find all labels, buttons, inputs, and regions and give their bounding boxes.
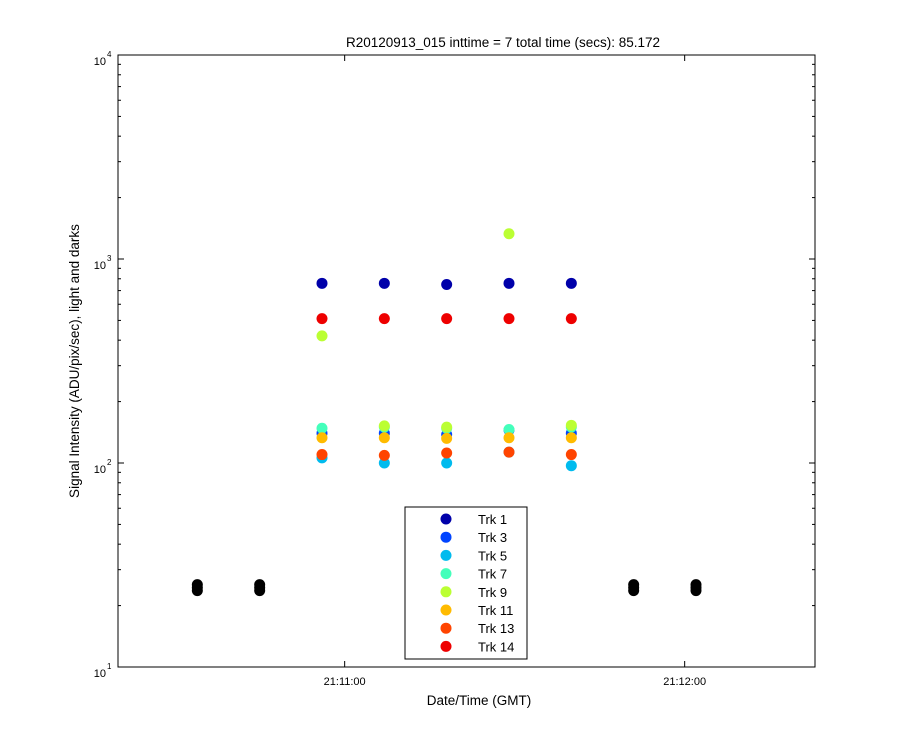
x-tick-label: 21:12:00	[663, 676, 706, 688]
legend-label: Trk 9	[478, 585, 507, 600]
legend-label: Trk 5	[478, 548, 507, 563]
legend-label: Trk 11	[478, 603, 513, 618]
y-tick-exponent: 1	[107, 662, 112, 671]
track-point	[316, 449, 328, 461]
track-point	[441, 432, 453, 444]
track-point	[378, 277, 390, 289]
track-point	[565, 277, 577, 289]
y-tick-exponent: 3	[107, 254, 112, 263]
track-point	[378, 449, 390, 461]
chart-title: R20120913_015 inttime = 7 total time (se…	[346, 35, 660, 50]
track-point	[441, 457, 453, 469]
legend-label: Trk 14	[478, 639, 514, 654]
track-point	[316, 277, 328, 289]
y-tick-label: 10	[94, 668, 106, 680]
y-axis-label: Signal Intensity (ADU/pix/sec), light an…	[67, 224, 82, 498]
y-tick-exponent: 4	[107, 50, 112, 59]
track-point	[441, 447, 453, 459]
track-point	[378, 313, 390, 325]
y-tick-label: 10	[94, 464, 106, 476]
track-point	[378, 420, 390, 432]
legend-marker	[440, 549, 452, 561]
track-point	[565, 313, 577, 325]
track-point	[565, 432, 577, 444]
x-axis-label: Date/Time (GMT)	[427, 693, 532, 708]
y-tick-label: 10	[94, 260, 106, 272]
track-point	[503, 277, 515, 289]
legend-label: Trk 3	[478, 530, 507, 545]
track-point	[441, 421, 453, 433]
legend-marker	[440, 604, 452, 616]
track-point	[503, 313, 515, 325]
y-tick-exponent: 2	[107, 458, 112, 467]
dark-frames-group	[191, 579, 702, 597]
dark-frame-point	[191, 585, 203, 597]
track-point	[565, 449, 577, 461]
legend-marker	[440, 513, 452, 525]
track-points-group	[316, 228, 577, 472]
track-point	[378, 432, 390, 444]
dark-frame-point	[690, 585, 702, 597]
track-point	[378, 457, 390, 469]
legend: Trk 1 Trk 3 Trk 5 Trk 7 Trk 9 Trk 11 Trk 13 Trk…	[404, 506, 528, 660]
track-point	[565, 460, 577, 472]
track-point	[565, 419, 577, 431]
track-point	[316, 432, 328, 444]
track-point	[441, 278, 453, 290]
track-point	[503, 423, 515, 435]
x-tick-label: 21:11:00	[324, 676, 366, 688]
legend-box	[404, 506, 528, 660]
legend-label: Trk 7	[478, 567, 507, 582]
legend-marker	[440, 568, 452, 580]
legend-marker	[440, 586, 452, 598]
legend-marker	[440, 622, 452, 634]
legend-label: Trk 1	[478, 512, 507, 527]
legend-label: Trk 13	[478, 621, 514, 636]
legend-marker	[440, 531, 452, 543]
track-point	[316, 313, 328, 325]
legend-marker	[440, 640, 452, 652]
track-point	[441, 313, 453, 325]
track-point	[503, 432, 515, 444]
track-point	[316, 422, 328, 434]
track-point	[503, 446, 515, 458]
track-point	[503, 228, 515, 240]
dark-frame-point	[254, 585, 266, 597]
dark-frame-point	[628, 585, 640, 597]
y-tick-label: 10	[94, 56, 106, 68]
track-point	[316, 330, 328, 342]
